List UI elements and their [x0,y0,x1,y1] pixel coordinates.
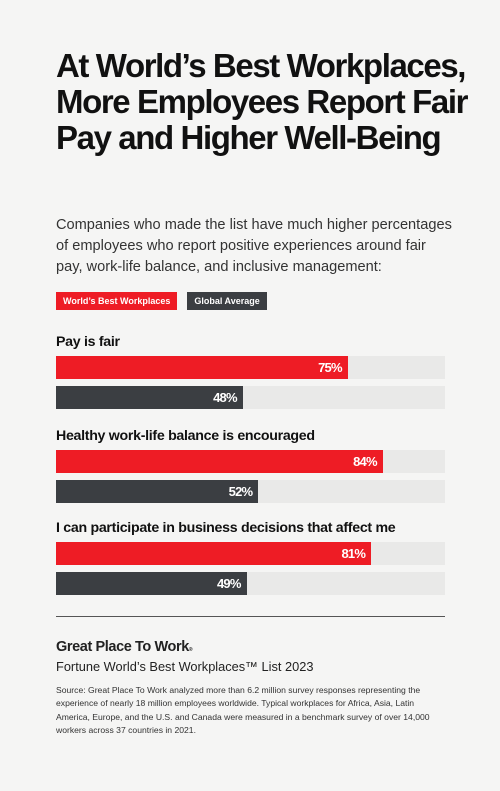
bar-value-label: 84% [353,454,377,469]
page-title: At World’s Best Workplaces, More Employe… [56,47,468,156]
bar-global-average: 48% [56,386,243,409]
question-label: I can participate in business decisions … [56,520,396,536]
brand-name: Great Place To Work [56,639,189,655]
source-note: Source: Great Place To Work analyzed mor… [56,685,430,736]
bar-value-label: 81% [341,546,366,561]
bar-value-label: 75% [318,360,342,375]
legend-item-global-average: Global Average [187,292,267,310]
bar-global-average: 52% [56,480,259,503]
chart-legend: World’s Best Workplaces Global Average [56,292,267,310]
bar-value-label: 49% [216,576,241,591]
bar-track: 49% [56,572,445,595]
registered-mark: ® [188,647,193,653]
bar-best-workplaces: 84% [56,450,383,473]
bar-track: 75% [56,356,445,379]
bar-track: 52% [56,480,445,503]
bar-track: 81% [56,542,445,565]
brand-logo: Great Place To Work® [56,639,193,655]
list-name: Fortune World’s Best Workplaces™ List 20… [56,659,314,674]
bar-value-label: 48% [213,390,237,405]
bar-track: 84% [56,450,445,473]
page-subtitle: Companies who made the list have much hi… [56,217,452,275]
divider [56,616,445,617]
bar-best-workplaces: 81% [56,542,372,565]
question-label: Pay is fair [56,334,120,350]
bar-track: 48% [56,386,445,409]
bar-global-average: 49% [56,572,247,595]
bar-value-label: 52% [228,484,253,499]
bar-best-workplaces: 75% [56,356,348,379]
legend-item-best-workplaces: World’s Best Workplaces [56,292,178,310]
question-label: Healthy work-life balance is encouraged [56,428,315,444]
